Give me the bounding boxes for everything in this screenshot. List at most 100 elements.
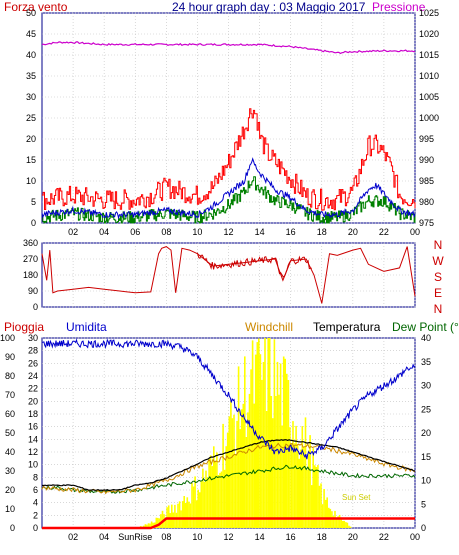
wind-tick-label: 20 [26,134,36,144]
compass-label: S [434,270,442,284]
pressure-tick-label: 1010 [419,71,439,81]
solar-bar [177,503,179,528]
rain-tick-label: 20 [28,396,38,406]
solar-bar [178,501,181,528]
solar-bar [225,446,227,528]
solar-bar [175,512,178,528]
solar-bar [226,432,229,528]
solar-bar [219,472,221,528]
solar-bar [242,403,245,528]
hour-tick-label: 08 [161,532,171,542]
solar-bar [293,443,296,528]
solar-bar [233,414,235,528]
humidity-tick-label: 50 [5,428,15,438]
direction-tick-label: 360 [23,238,38,248]
pressure-tick-label: 985 [419,176,434,186]
hour-tick-label: 20 [348,227,358,237]
solar-bar [164,517,167,528]
pressure-tick-label: 1020 [419,29,439,39]
wind-tick-label: 25 [26,113,36,123]
solar-bar [258,338,260,528]
solar-bar [290,443,293,528]
pressure-tick-label: 975 [419,218,434,228]
wind-tick-label: 15 [26,155,36,165]
solar-bar [150,521,153,528]
solar-bar [349,526,352,528]
humidity-tick-label: 30 [5,466,15,476]
rain-tick-label: 18 [28,409,38,419]
solar-bar [286,373,288,528]
rain-tick-label: 24 [28,371,38,381]
solar-bar [265,411,268,528]
pressure-tick-label: 980 [419,197,434,207]
hour-tick-label: 18 [317,532,327,542]
solar-bar [213,446,215,528]
solar-bar [181,501,184,528]
solar-bar [157,517,159,528]
hour-tick-label: 04 [99,532,109,542]
solar-bar [216,452,218,528]
temp-tick-label: 40 [421,333,431,343]
rain-tick-label: 16 [28,422,38,432]
temp-tick-label: 30 [421,381,431,391]
solar-bar [309,435,311,528]
solar-bar [314,465,316,528]
temp-tick-label: 0 [421,523,426,533]
solar-bar [342,520,344,528]
solar-bar [149,523,151,528]
solar-bar [289,427,291,528]
compass-label: E [434,286,442,300]
solar-bar [223,469,226,528]
temperature-label: Temperatura [313,320,381,334]
hour-tick-label: 00 [410,227,420,237]
hour-tick-label: 08 [161,227,171,237]
temperature-line [41,439,416,492]
solar-bar [172,512,175,528]
humidity-tick-label: 60 [5,409,15,419]
solar-bar [301,426,304,528]
solar-bar [253,403,255,528]
solar-bar [234,453,237,528]
solar-bar [155,517,158,528]
solar-bar [287,380,290,528]
hour-tick-label: 06 [130,227,140,237]
temp-tick-label: 15 [421,452,431,462]
dewpoint-label: Dew Point (°C [392,320,459,334]
solar-bar [209,455,212,528]
solar-bar [244,356,246,528]
solar-bar [188,501,190,528]
solar-bar [306,469,308,528]
pressure-tick-label: 995 [419,134,434,144]
solar-bar [199,492,201,528]
humidity-tick-label: 20 [5,485,15,495]
wind-tick-label: 10 [26,176,36,186]
solar-bar [152,522,154,528]
solar-bar [332,516,335,528]
compass-label: W [432,254,444,268]
hour-tick-label: 22 [379,532,389,542]
rain-tick-label: 4 [33,498,38,508]
rain-tick-label: 10 [28,460,38,470]
pressure-line [41,41,416,55]
wind-tick-label: 35 [26,71,36,81]
solar-bar [240,409,243,528]
solar-bar [236,420,238,528]
solar-bar [183,496,185,528]
solar-bar [321,504,324,528]
solar-bar [326,497,328,528]
direction-tick-label: 270 [23,254,38,264]
solar-bar [337,516,339,528]
sunset-annotation: Sun Set [342,493,371,502]
solar-bar [211,466,213,528]
hour-tick-label: 10 [192,532,202,542]
rain-tick-label: 12 [28,447,38,457]
solar-bar [300,449,302,528]
direction-tick-label: 180 [23,270,38,280]
hour-tick-label: 20 [348,532,358,542]
solar-bar [275,396,277,528]
solar-bar [346,522,349,528]
solar-bar [292,421,294,528]
solar-bar [343,520,346,528]
hour-tick-label: 12 [223,532,233,542]
hour-tick-label: 16 [286,227,296,237]
